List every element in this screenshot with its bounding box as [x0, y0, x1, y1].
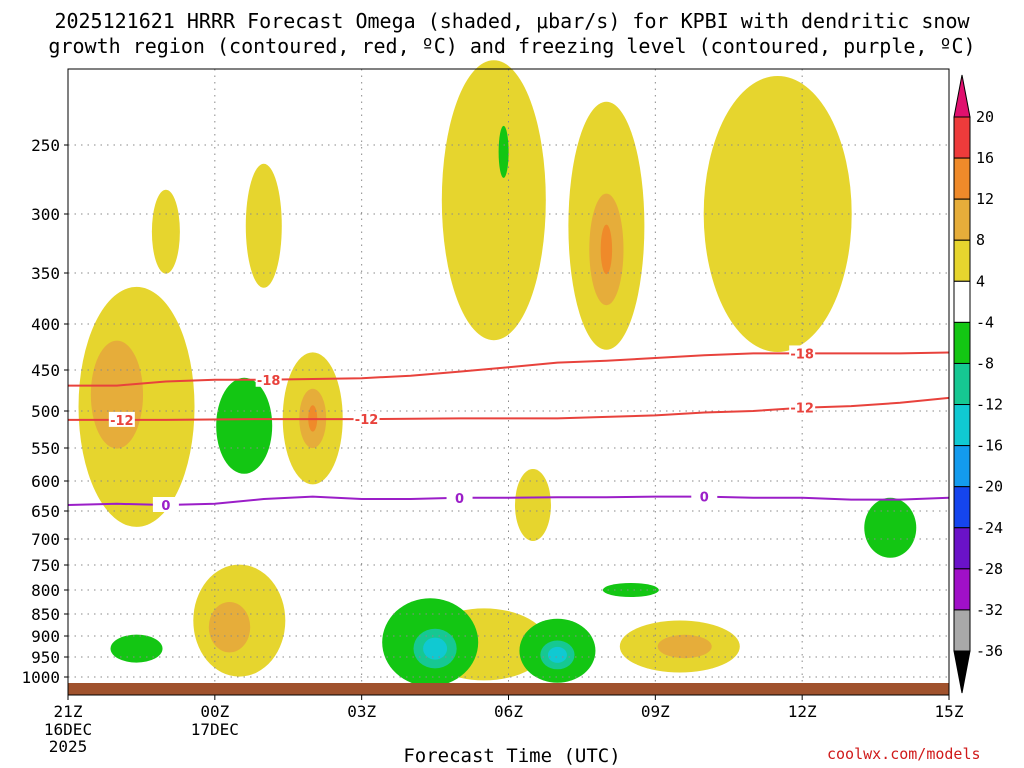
omega-core-5 — [208, 602, 251, 653]
omega-core2-15 — [423, 637, 448, 660]
colorbar-label--36: -36 — [976, 642, 1003, 660]
colorbar-label--4: -4 — [976, 313, 994, 331]
y-tick-label-650: 650 — [31, 502, 60, 521]
colorbar-box--20-to--24 — [953, 486, 971, 529]
contour-label-bg--12C-2 — [789, 399, 816, 415]
x-tick-label-09Z: 09Z — [641, 702, 670, 721]
contour-label-bg--18C-1 — [789, 345, 816, 361]
contour-label--12C-2: -12 — [790, 402, 814, 417]
omega-region-6 — [441, 60, 546, 341]
omega-region-9 — [514, 469, 551, 541]
x-date-label-2025: 2025 — [49, 737, 88, 756]
contour-label-bg-0C-1 — [446, 489, 473, 505]
y-tick-label-900: 900 — [31, 627, 60, 646]
chart-title-line2: growth region (contoured, red, ºC) and f… — [48, 34, 976, 58]
omega-region-2 — [151, 189, 180, 274]
colorbar-box-16-to-12 — [953, 157, 971, 200]
omega-region-3 — [245, 163, 282, 288]
omega-region-12 — [110, 634, 163, 663]
contour-label-0C-1: 0 — [455, 492, 464, 507]
colorbar-box-4-to--4 — [953, 280, 971, 323]
y-tick-label-950: 950 — [31, 648, 60, 667]
x-date-label-17DEC: 17DEC — [191, 720, 239, 739]
grid — [68, 69, 949, 695]
colorbar-label--16: -16 — [976, 437, 1003, 455]
colorbar-label--28: -28 — [976, 560, 1003, 578]
contour-label-bg--18C-0 — [255, 371, 282, 387]
x-tick-label-15Z: 15Z — [935, 702, 964, 721]
colorbar-label-16: 16 — [976, 149, 994, 167]
contour-label--12C-0: -12 — [110, 414, 134, 429]
colorbar-box--16-to--20 — [953, 445, 971, 488]
contour-0C — [67, 495, 950, 507]
omega-region-14 — [498, 125, 509, 178]
x-tick-label-12Z: 12Z — [788, 702, 817, 721]
chart-title-line1: 2025121621 HRRR Forecast Omega (shaded, … — [54, 9, 970, 33]
colorbar-label--24: -24 — [976, 519, 1003, 537]
omega-peak-7 — [600, 224, 613, 275]
colorbar-bottom-arrow — [953, 650, 971, 694]
colorbar-label-4: 4 — [976, 272, 985, 290]
ground-bar — [68, 683, 949, 695]
contour-label--12C-1: -12 — [355, 413, 379, 428]
contour-label-0C-0: 0 — [161, 499, 170, 514]
y-tick-label-550: 550 — [31, 439, 60, 458]
colorbar-box-8-to-4 — [953, 239, 971, 282]
colorbar-label-20: 20 — [976, 108, 994, 126]
colorbar-label--20: -20 — [976, 478, 1003, 496]
colorbar-label--32: -32 — [976, 601, 1003, 619]
credit-text: coolwx.com/models — [827, 745, 981, 763]
colorbar-top-arrow — [953, 74, 971, 118]
contour--12C — [68, 396, 950, 421]
x-date-label-16DEC: 16DEC — [44, 720, 92, 739]
y-tick-label-750: 750 — [31, 556, 60, 575]
contour-label-bg--12C-0 — [108, 411, 135, 427]
colorbar-box--28-to--32 — [953, 568, 971, 611]
y-tick-label-800: 800 — [31, 581, 60, 600]
contour-label--18C-0: -18 — [257, 374, 281, 389]
colorbar-label--8: -8 — [976, 354, 994, 372]
y-tick-label-250: 250 — [31, 136, 60, 155]
contour-label-bg--12C-1 — [353, 411, 380, 427]
omega-region-13 — [216, 377, 273, 474]
y-tick-label-1000: 1000 — [21, 668, 60, 687]
colorbar-box-12-to-8 — [953, 198, 971, 241]
y-tick-label-700: 700 — [31, 530, 60, 549]
y-tick-label-300: 300 — [31, 205, 60, 224]
colorbar-label--12: -12 — [976, 396, 1003, 414]
y-tick-label-450: 450 — [31, 361, 60, 380]
y-tick-label-600: 600 — [31, 472, 60, 491]
colorbar-box--24-to--28 — [953, 527, 971, 570]
omega-shading — [78, 60, 917, 687]
x-tick-label-06Z: 06Z — [494, 702, 523, 721]
colorbar-box--32-to--36 — [953, 609, 971, 652]
contour-label--18C-1: -18 — [790, 347, 814, 362]
contour-label-bg-0C-0 — [152, 497, 179, 512]
colorbar-label-12: 12 — [976, 190, 994, 208]
omega-region-18 — [864, 497, 917, 558]
omega-core-1 — [90, 340, 144, 449]
omega-region-17 — [602, 583, 659, 597]
x-tick-label-21Z: 21Z — [54, 702, 83, 721]
x-tick-label-03Z: 03Z — [347, 702, 376, 721]
y-tick-label-500: 500 — [31, 402, 60, 421]
colorbar-label-8: 8 — [976, 231, 985, 249]
x-axis-label: Forecast Time (UTC) — [403, 745, 621, 767]
colorbar-box-20-to-16 — [953, 116, 971, 159]
x-tick-label-00Z: 00Z — [200, 702, 229, 721]
contour-label-0C-2: 0 — [700, 491, 709, 506]
colorbar-box--4-to--8 — [953, 321, 971, 364]
colorbar-box--12-to--16 — [953, 404, 971, 447]
contour-label-bg-0C-2 — [691, 488, 718, 504]
omega-core2-16 — [547, 646, 567, 663]
y-tick-label-350: 350 — [31, 264, 60, 283]
omega-core-11 — [657, 634, 712, 659]
y-tick-label-850: 850 — [31, 605, 60, 624]
colorbar-box--8-to--12 — [953, 362, 971, 406]
y-tick-label-400: 400 — [31, 315, 60, 334]
